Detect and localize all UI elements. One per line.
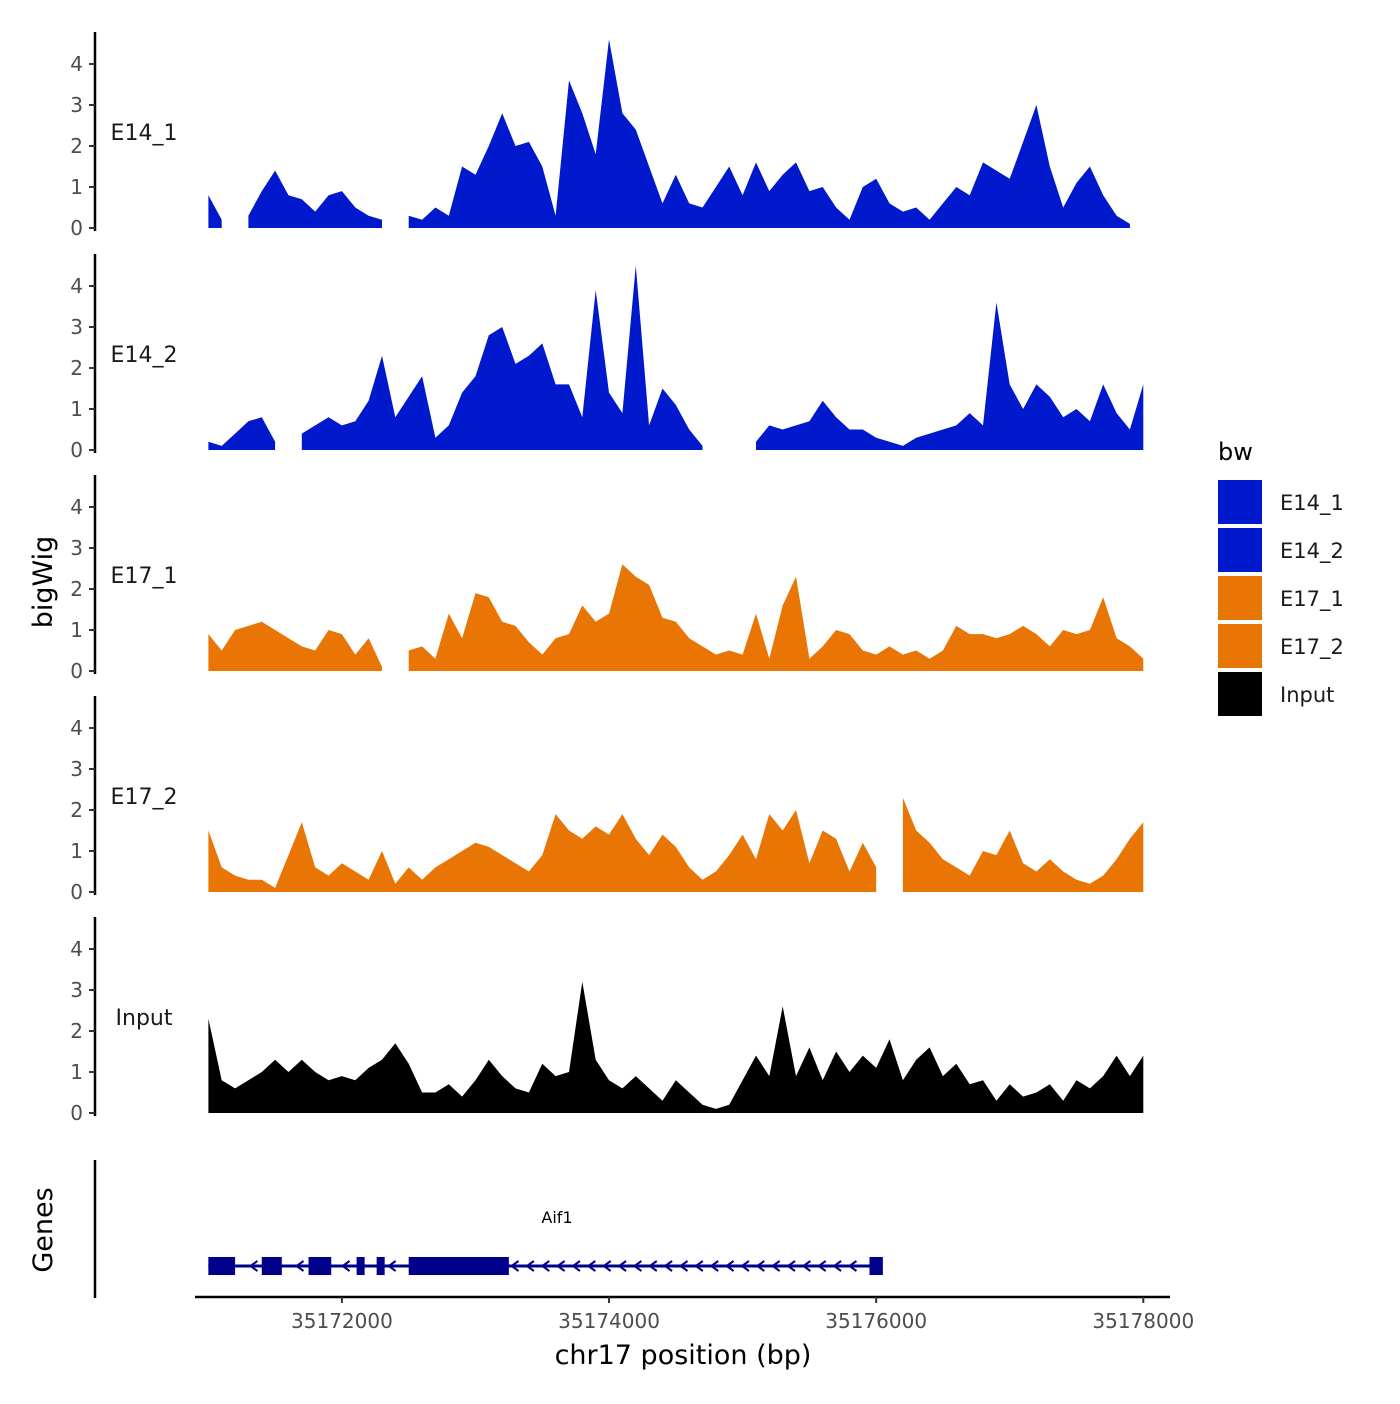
panel-E17_1: 0 1 2 3 4 E17_1	[70, 475, 1144, 683]
x-axis: 35172000 35174000 35176000 35178000	[195, 1295, 1194, 1333]
strand-arrow	[294, 1260, 305, 1272]
y-tick-label: 1	[70, 839, 83, 863]
y-tick-label: 4	[70, 495, 83, 519]
strand-arrow	[678, 1260, 689, 1272]
area-Input	[208, 981, 1144, 1113]
strand-arrow	[540, 1260, 550, 1272]
exon	[869, 1257, 883, 1275]
panel-label: E17_1	[111, 564, 178, 589]
legend-swatch	[1218, 480, 1262, 524]
exon	[308, 1257, 332, 1275]
x-tick-label: 35178000	[1092, 1309, 1194, 1333]
strand-arrow	[694, 1260, 704, 1272]
legend: bw E14_1 E14_2 E17_1 E17_2 Input	[1218, 438, 1344, 716]
y-tick-label: 0	[70, 880, 83, 904]
panel-E14_1: 0 1 2 3 4 E14_1	[70, 32, 1130, 240]
strand-arrow	[663, 1260, 673, 1272]
y-tick-label: 2	[70, 577, 83, 601]
panel-E17_2: 0 1 2 3 4 E17_2	[70, 696, 1144, 904]
strand-arrow	[755, 1260, 765, 1272]
area-E17_1	[208, 564, 1144, 671]
x-tick-label: 35172000	[291, 1309, 393, 1333]
signal-panels: 0 1 2 3 4 E14_1 0 1 2 3 4 E14_2 0 1 2 3 4 E17_1 0 1 2 3 4 E17_2…	[70, 32, 1144, 1125]
strand-arrow	[817, 1260, 827, 1272]
legend-label: E17_2	[1280, 635, 1344, 660]
legend-swatch	[1218, 624, 1262, 668]
strand-arrow	[770, 1260, 781, 1272]
x-tick-label: 35176000	[825, 1309, 927, 1333]
panel-label: E14_2	[111, 343, 178, 368]
x-tick-label: 35174000	[558, 1309, 660, 1333]
area-E14_2	[208, 265, 1144, 450]
x-axis-title: chr17 position (bp)	[555, 1340, 812, 1371]
legend-label: E14_2	[1280, 539, 1344, 564]
genes-track: Aif1	[93, 1160, 883, 1298]
y-tick-label: 3	[70, 757, 83, 781]
y-tick-label: 2	[70, 1019, 83, 1043]
panel-Input: 0 1 2 3 4 Input	[70, 917, 1144, 1125]
legend-label: E14_1	[1280, 491, 1344, 516]
strand-arrow	[709, 1260, 719, 1272]
panel-E14_2: 0 1 2 3 4 E14_2	[70, 254, 1144, 462]
strand-arrow	[525, 1260, 535, 1272]
y-tick-label: 4	[70, 52, 83, 76]
area-E14_1	[208, 39, 1130, 229]
area-E17_2	[208, 797, 1144, 892]
panel-label: Input	[116, 1006, 173, 1031]
legend-swatch	[1218, 576, 1262, 620]
y-tick-label: 2	[70, 798, 83, 822]
strand-arrow	[617, 1260, 627, 1272]
y-tick-label: 4	[70, 716, 83, 740]
strand-arrow	[740, 1260, 750, 1272]
y-tick-label: 4	[70, 937, 83, 961]
legend-title: bw	[1218, 438, 1253, 466]
strand-arrow	[601, 1260, 612, 1272]
strand-arrow	[648, 1260, 658, 1272]
genes-track-title: Genes	[28, 1187, 59, 1272]
legend-swatch	[1218, 672, 1262, 716]
strand-arrow	[586, 1260, 596, 1272]
gene-name-label: Aif1	[541, 1208, 572, 1227]
strand-arrow	[632, 1260, 643, 1272]
y-tick-label: 3	[70, 315, 83, 339]
legend-label: Input	[1280, 683, 1334, 707]
y-tick-label: 1	[70, 618, 83, 642]
exon	[208, 1257, 236, 1275]
y-tick-label: 4	[70, 274, 83, 298]
panel-label: E17_2	[111, 785, 178, 810]
y-tick-label: 3	[70, 978, 83, 1002]
strand-arrow	[555, 1260, 566, 1272]
strand-arrow	[386, 1260, 397, 1272]
y-tick-label: 2	[70, 356, 83, 380]
strand-arrow	[248, 1260, 259, 1272]
panel-label: E14_1	[111, 121, 178, 146]
y-tick-label: 0	[70, 438, 83, 462]
strand-arrow	[509, 1260, 520, 1272]
y-tick-label: 0	[70, 216, 83, 240]
y-tick-label: 2	[70, 134, 83, 158]
y-axis-title: bigWig	[28, 536, 59, 629]
strand-arrow	[724, 1260, 735, 1272]
exon	[376, 1257, 385, 1275]
legend-swatch	[1218, 528, 1262, 572]
y-tick-label: 0	[70, 1101, 83, 1125]
y-tick-label: 3	[70, 93, 83, 117]
exon	[408, 1257, 509, 1275]
strand-arrow	[801, 1260, 811, 1272]
y-tick-label: 1	[70, 1060, 83, 1084]
y-tick-label: 3	[70, 536, 83, 560]
exon	[356, 1257, 365, 1275]
strand-arrow	[571, 1260, 581, 1272]
y-tick-label: 1	[70, 175, 83, 199]
strand-arrow	[786, 1260, 796, 1272]
strand-arrow	[832, 1260, 842, 1272]
exon	[261, 1257, 282, 1275]
y-tick-label: 0	[70, 659, 83, 683]
y-tick-label: 1	[70, 397, 83, 421]
strand-arrow	[847, 1260, 858, 1272]
strand-arrow	[340, 1260, 351, 1272]
legend-label: E17_1	[1280, 587, 1344, 612]
